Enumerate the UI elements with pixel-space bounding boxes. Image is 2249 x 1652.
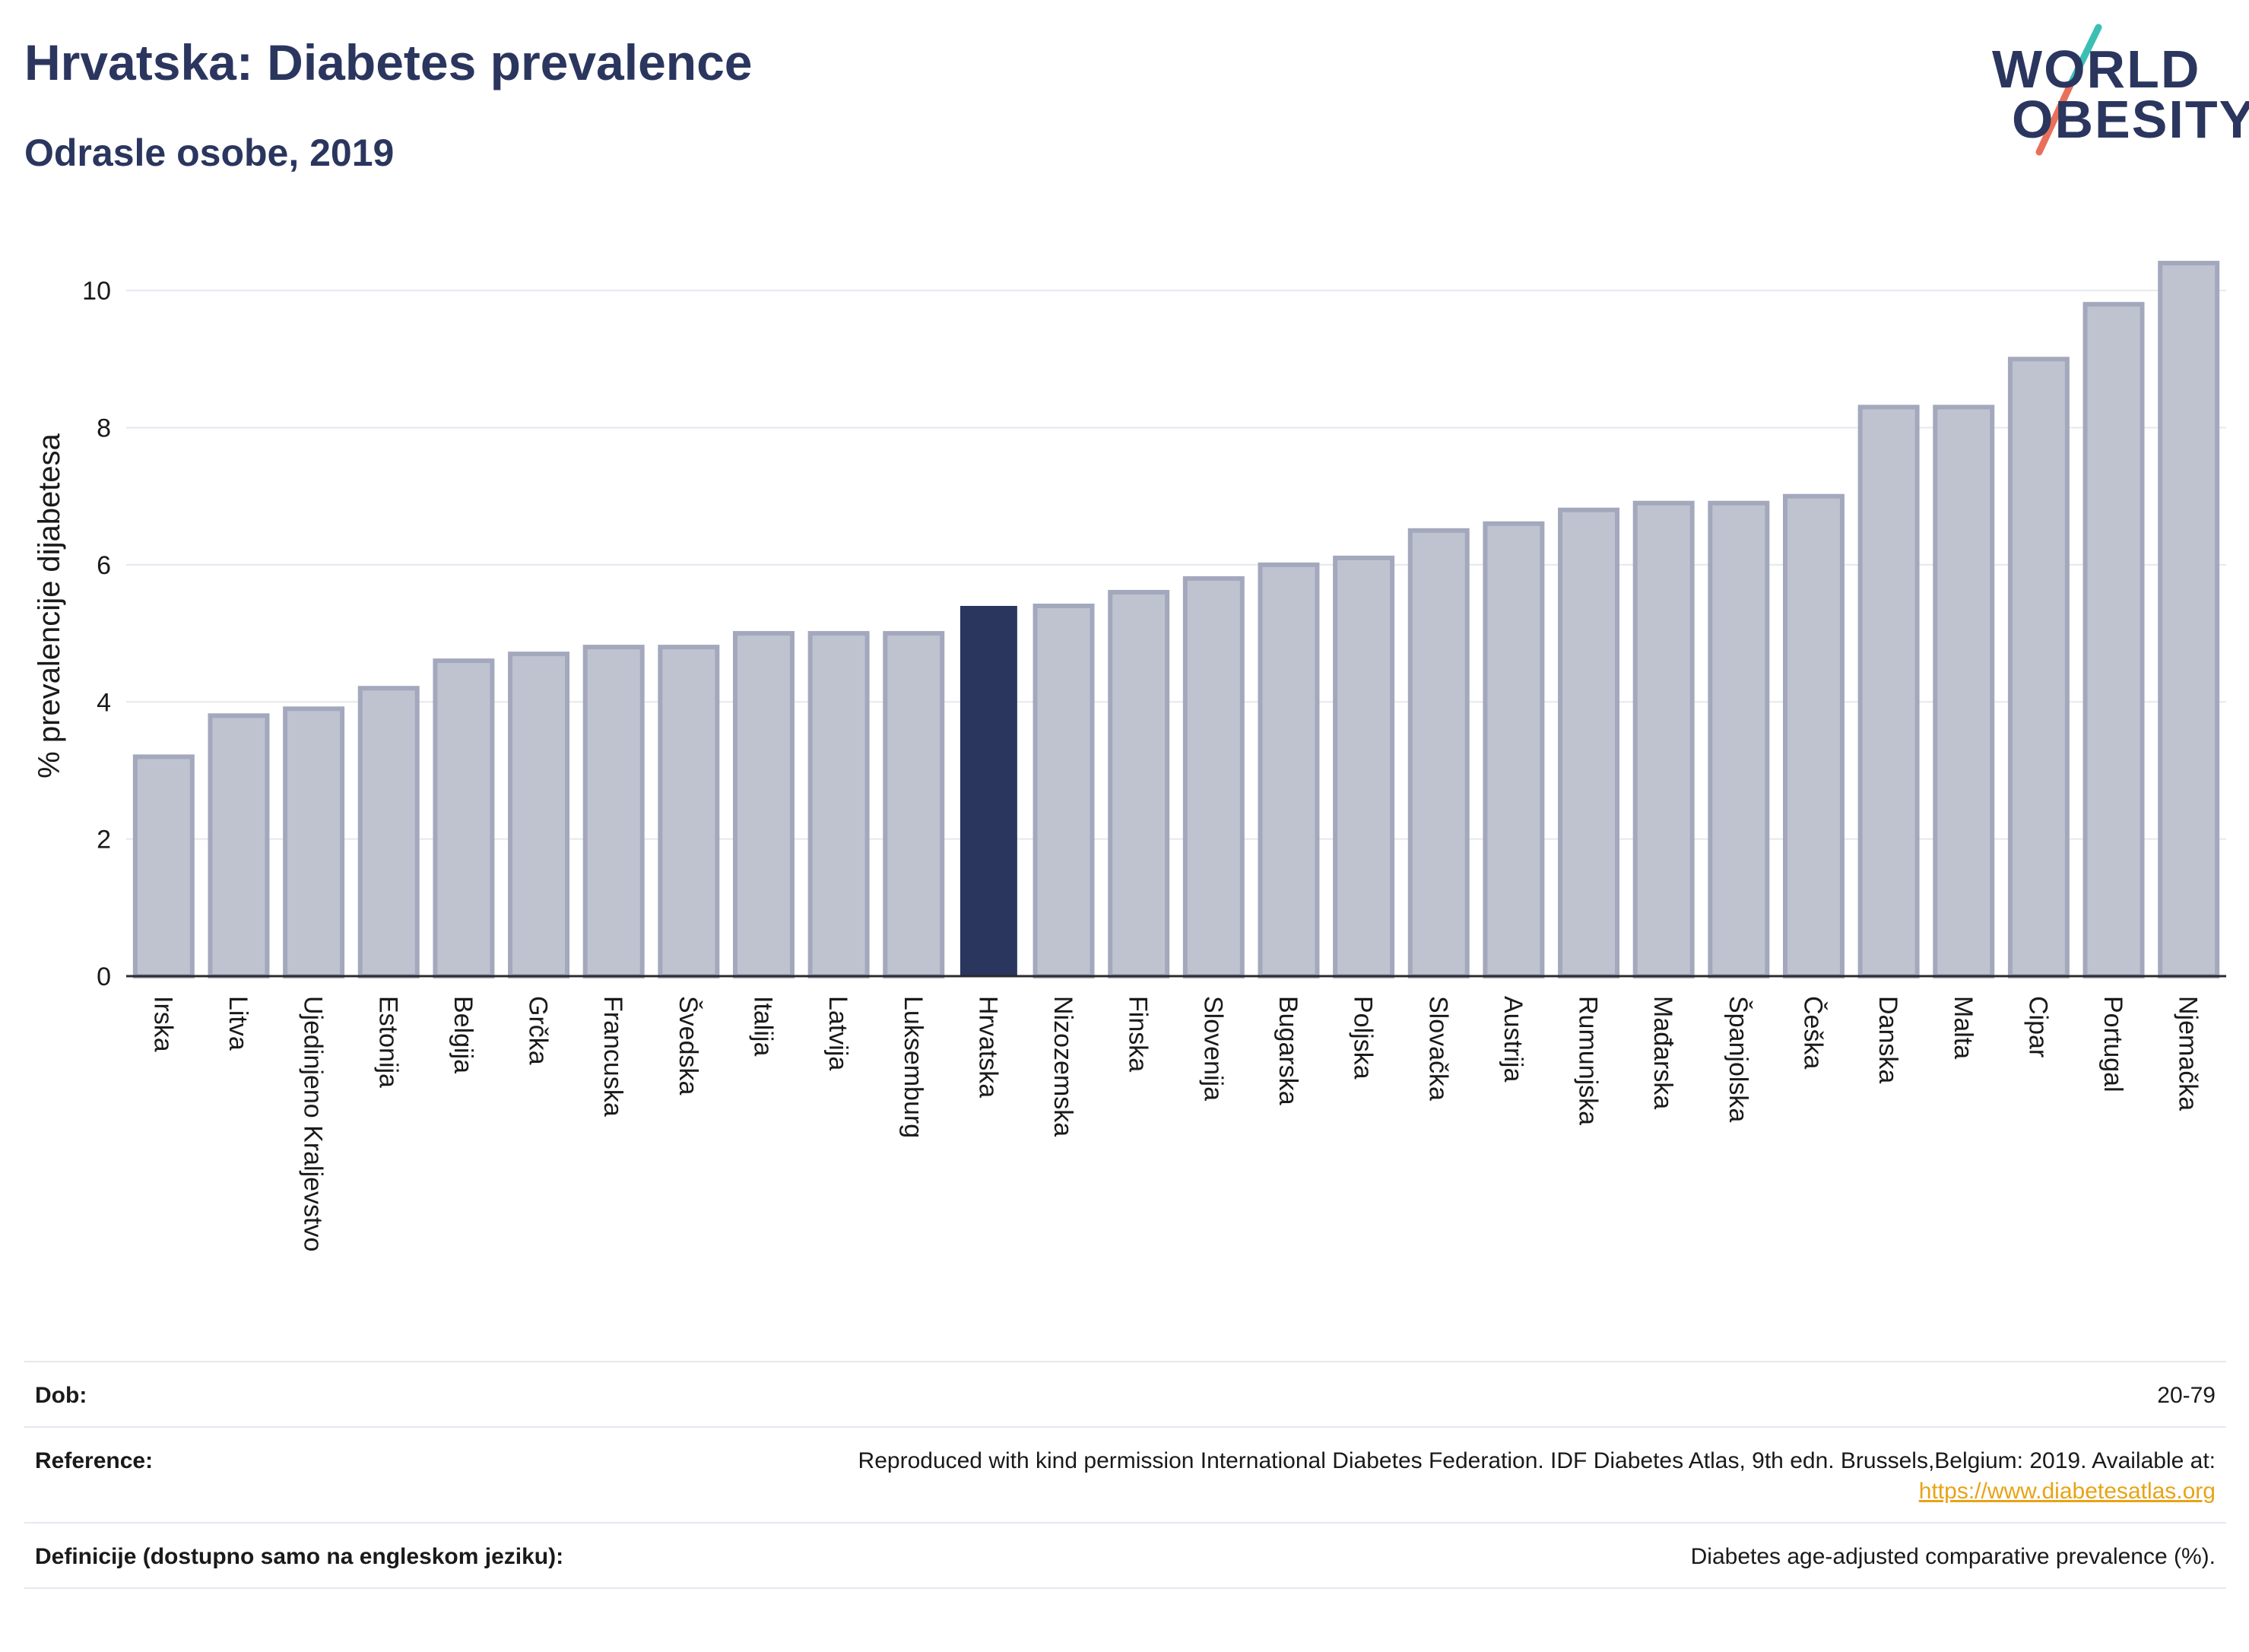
x-tick-label: Mađarska [1648, 996, 1677, 1109]
x-tick-label: Latvija [823, 996, 852, 1070]
bar-austrija[interactable] [1483, 521, 1545, 978]
y-axis-label: % prevalencije dijabetesa [33, 433, 66, 778]
bar-irska[interactable] [132, 754, 195, 978]
x-tick-label: Luksemburg [899, 996, 928, 1138]
x-tick-label: Hrvatska [973, 996, 1002, 1098]
y-tick-label: 2 [97, 826, 111, 855]
bar-francuska[interactable] [582, 645, 645, 978]
logo-text-obesity: OBESITY [2012, 90, 2249, 149]
info-key-age: Dob: [35, 1383, 87, 1408]
info-value-reference: Reproduced with kind permission Internat… [858, 1446, 2216, 1507]
bar-švedska[interactable] [658, 645, 720, 978]
x-tick-label: Rumunjska [1574, 996, 1603, 1125]
info-row-reference: Reference: Reproduced with kind permissi… [24, 1426, 2226, 1522]
bar-latvija[interactable] [807, 631, 870, 979]
x-tick-label: Danska [1873, 996, 1902, 1083]
x-tick-label: Španjolska [1724, 996, 1753, 1122]
bar-bugarska[interactable] [1258, 562, 1320, 978]
bar-ujedinjeno-kraljevstvo[interactable] [283, 706, 345, 978]
info-table: Dob: 20-79 Reference: Reproduced with ki… [24, 1361, 2226, 1589]
x-tick-label: Belgija [449, 996, 477, 1073]
x-tick-label: Malta [1949, 996, 1978, 1059]
bar-slovenija[interactable] [1182, 576, 1245, 979]
bar-finska[interactable] [1108, 589, 1170, 978]
x-tick-label: Austrija [1499, 996, 1527, 1082]
x-tick-label: Švedska [674, 996, 703, 1095]
x-tick-label: Portugal [2098, 996, 2127, 1092]
y-tick-label: 0 [97, 962, 111, 991]
x-tick-label: Njemačka [2174, 996, 2203, 1111]
page-title: Hrvatska: Diabetes prevalence [24, 34, 753, 90]
bar-italija[interactable] [732, 631, 795, 979]
x-tick-label: Estonija [373, 996, 402, 1088]
reference-link[interactable]: https://www.diabetesatlas.org [1918, 1479, 2216, 1504]
x-tick-label: Irska [148, 996, 177, 1052]
x-tick-label: Grčka [524, 996, 553, 1065]
bar-rumunjska[interactable] [1558, 507, 1620, 979]
x-tick-label: Ujedinjeno Kraljevstvo [299, 996, 328, 1251]
x-tick-label: Finska [1124, 996, 1153, 1072]
y-tick-label: 4 [97, 688, 111, 717]
info-key-definition: Definicije (dostupno samo na engleskom j… [35, 1544, 564, 1569]
info-value-age: 20-79 [2157, 1383, 2216, 1408]
world-obesity-logo: WORLD OBESITY [1984, 23, 2249, 160]
bar-chart: 0 2 4 6 8 10 % prevalencije dijabetesa Irska Lit… [33, 261, 2226, 1251]
x-tick-label: Cipar [2023, 996, 2052, 1057]
info-key-reference: Reference: [35, 1448, 154, 1473]
x-tick-label: Bugarska [1274, 996, 1302, 1105]
bar-portugal[interactable] [2082, 302, 2145, 979]
bar-češka[interactable] [1782, 493, 1845, 979]
info-row-definition: Definicije (dostupno samo na engleskom j… [24, 1522, 2226, 1589]
reference-text: Reproduced with kind permission Internat… [858, 1448, 2216, 1473]
bar-malta[interactable] [1933, 404, 1995, 979]
x-tick-label: Litva [224, 996, 252, 1051]
bar-belgija[interactable] [433, 658, 495, 978]
bar-danska[interactable] [1857, 404, 1920, 979]
y-tick-label: 10 [82, 277, 111, 306]
x-tick-label: Italija [748, 996, 777, 1056]
x-tick-label: Nizozemska [1048, 996, 1077, 1137]
x-tick-label: Poljska [1349, 996, 1378, 1080]
logo-text-world: WORLD [1992, 40, 2201, 99]
bar-nizozemska[interactable] [1033, 604, 1095, 978]
bar-španjolska[interactable] [1708, 500, 1770, 978]
x-tick-label: Slovačka [1423, 996, 1452, 1101]
bar-cipar[interactable] [2007, 357, 2070, 979]
bar-litva[interactable] [208, 713, 270, 979]
bar-estonija[interactable] [357, 686, 420, 978]
x-tick-label: Češka [1798, 996, 1827, 1069]
bar-grčka[interactable] [508, 652, 570, 978]
info-value-definition: Diabetes age-adjusted comparative preval… [1690, 1544, 2216, 1569]
bar-slovačka[interactable] [1407, 528, 1470, 978]
y-tick-label: 6 [97, 551, 111, 580]
x-tick-label: Francuska [598, 996, 627, 1117]
page-subtitle: Odrasle osobe, 2019 [24, 132, 395, 174]
bar-njemačka[interactable] [2158, 261, 2220, 978]
bar-hrvatska[interactable] [960, 606, 1017, 976]
logo-slash-icon [2035, 24, 2102, 156]
bar-luksemburg[interactable] [883, 631, 945, 979]
x-tick-label: Slovenija [1198, 996, 1227, 1101]
bar-poljska[interactable] [1333, 555, 1395, 978]
info-row-age: Dob: 20-79 [24, 1361, 2226, 1426]
bar-mađarska[interactable] [1632, 500, 1695, 978]
y-tick-label: 8 [97, 414, 111, 443]
